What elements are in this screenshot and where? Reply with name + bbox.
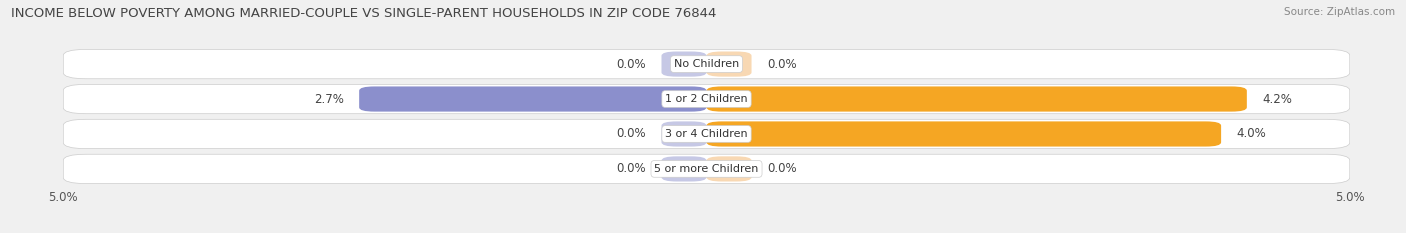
FancyBboxPatch shape	[63, 49, 1350, 79]
FancyBboxPatch shape	[661, 156, 707, 182]
Text: 0.0%: 0.0%	[616, 162, 645, 175]
Text: 0.0%: 0.0%	[768, 58, 797, 71]
FancyBboxPatch shape	[661, 121, 707, 147]
Text: 3 or 4 Children: 3 or 4 Children	[665, 129, 748, 139]
FancyBboxPatch shape	[707, 86, 1247, 112]
FancyBboxPatch shape	[63, 119, 1350, 149]
Text: 0.0%: 0.0%	[616, 58, 645, 71]
Text: 4.2%: 4.2%	[1263, 93, 1292, 106]
FancyBboxPatch shape	[707, 51, 752, 77]
Text: 2.7%: 2.7%	[314, 93, 343, 106]
Text: 4.0%: 4.0%	[1236, 127, 1267, 140]
Text: 1 or 2 Children: 1 or 2 Children	[665, 94, 748, 104]
FancyBboxPatch shape	[63, 154, 1350, 184]
FancyBboxPatch shape	[359, 86, 707, 112]
Text: INCOME BELOW POVERTY AMONG MARRIED-COUPLE VS SINGLE-PARENT HOUSEHOLDS IN ZIP COD: INCOME BELOW POVERTY AMONG MARRIED-COUPL…	[11, 7, 717, 20]
FancyBboxPatch shape	[63, 84, 1350, 114]
Text: No Children: No Children	[673, 59, 740, 69]
Text: 5 or more Children: 5 or more Children	[654, 164, 759, 174]
FancyBboxPatch shape	[707, 121, 1220, 147]
FancyBboxPatch shape	[661, 51, 707, 77]
Text: Source: ZipAtlas.com: Source: ZipAtlas.com	[1284, 7, 1395, 17]
Text: 0.0%: 0.0%	[616, 127, 645, 140]
FancyBboxPatch shape	[707, 156, 752, 182]
Text: 0.0%: 0.0%	[768, 162, 797, 175]
